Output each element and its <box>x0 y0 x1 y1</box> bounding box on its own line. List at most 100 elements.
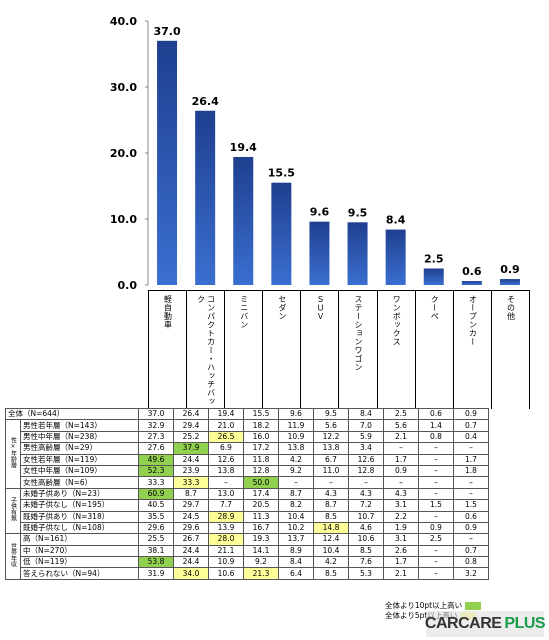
category-label: オープンカー <box>468 295 478 346</box>
table-cell: – <box>208 476 244 489</box>
table-cell: – <box>278 476 314 489</box>
table-cell: 10.4 <box>313 544 349 558</box>
table-cell: 24.4 <box>173 453 209 466</box>
row-label: 低（N=119） <box>20 556 139 569</box>
cross-tab-table: 全体（N=644） 37.0 26.4 19.4 15.5 9.6 9.5 8.4 2.5 0.6… <box>5 407 489 580</box>
table-cell: 29.6 <box>138 521 174 535</box>
table-cell: – <box>453 476 489 489</box>
table-cell: 21.1 <box>208 544 244 558</box>
row-label: 未婚子供あり（N=23） <box>20 487 139 501</box>
category-label: クーペ <box>430 295 440 321</box>
table-cell: 3.2 <box>453 567 489 580</box>
table-cell: 9.5 <box>313 407 349 421</box>
row-label: 女性若年層（N=119） <box>20 453 139 466</box>
table-cell: 8.4 <box>278 556 314 569</box>
bar-1 <box>195 110 216 285</box>
table-cell: 28.0 <box>208 533 244 546</box>
bar-0 <box>157 40 178 285</box>
table-row: 未婚子供なし（N=195） 40.5 29.7 7.7 20.5 8.2 8.7 7.2 3.1… <box>6 499 489 512</box>
bars-group: 37.0 26.4 19.4 15.5 9.6 9.5 8.4 2.5 0.6 0.9 <box>153 25 520 285</box>
bar-chart: 0.0 10.0 20.0 30.0 40.0 37.0 26.4 19.4 15.5 9.6 9… <box>110 15 520 290</box>
table-cell: 7.6 <box>348 556 384 569</box>
table-cell: 12.6 <box>208 453 244 466</box>
table-cell: 34.0 <box>173 567 209 580</box>
table-cell: 5.9 <box>348 430 384 444</box>
table-cell: 8.7 <box>173 487 209 501</box>
table-cell: 60.9 <box>138 487 174 501</box>
table-cell: 2.1 <box>383 567 419 580</box>
table-cell: 29.7 <box>173 499 209 512</box>
category-cell: ＳＵＶ <box>301 291 340 409</box>
category-cell: 軽自動車 <box>149 291 188 409</box>
bar-3 <box>271 182 292 285</box>
table-cell: 26.4 <box>173 407 209 421</box>
table-cell: 12.6 <box>348 453 384 466</box>
table-cell: 3.4 <box>348 442 384 455</box>
table-cell: – <box>453 533 489 546</box>
table-cell: 0.6 <box>418 407 454 421</box>
table-row: 子供有無 未婚子供あり（N=23） 60.9 8.7 13.0 17.4 8.7 4.3 4.3… <box>5 487 489 535</box>
table-cell: – <box>453 487 489 501</box>
table-cell: 28.9 <box>208 510 244 523</box>
table-cell: 13.7 <box>278 533 314 546</box>
category-cell: セダン <box>263 291 302 409</box>
bar-2 <box>233 156 254 285</box>
table-cell: 19.3 <box>243 533 279 546</box>
bar-value-label: 8.4 <box>386 214 406 227</box>
table-cell: 23.9 <box>173 464 209 478</box>
legend-item-10pt: 全体より10pt以上高い <box>385 601 482 611</box>
table-cell: 12.8 <box>348 464 384 478</box>
table-cell: 16.7 <box>243 521 279 535</box>
row-label: 男性高齢層（N=29） <box>20 442 139 455</box>
table-cell: – <box>418 567 454 580</box>
category-label: セダン <box>277 295 287 321</box>
table-cell: 3.1 <box>383 499 419 512</box>
table-cell: 8.5 <box>348 544 384 558</box>
table-cell: 21.3 <box>243 567 279 580</box>
bar-value-label: 37.0 <box>153 25 180 38</box>
y-tick-label: 0.0 <box>118 279 138 290</box>
table-cell: 10.7 <box>348 510 384 523</box>
table-cell: 29.6 <box>173 521 209 535</box>
table-cell: 14.8 <box>313 521 349 535</box>
table-cell: 26.5 <box>208 430 244 444</box>
row-label: 男性中年層（N=238） <box>20 430 139 444</box>
table-cell: 0.8 <box>453 556 489 569</box>
legend-swatch-green <box>465 602 482 610</box>
table-cell: 8.5 <box>313 567 349 580</box>
table-cell: – <box>418 464 454 478</box>
table-cell: 31.9 <box>138 567 174 580</box>
table-cell: 13.0 <box>208 487 244 501</box>
table-cell: 14.1 <box>243 544 279 558</box>
table-cell: 18.2 <box>243 419 279 432</box>
table-cell: 4.6 <box>348 521 384 535</box>
table-cell: 15.5 <box>243 407 279 421</box>
category-label: ステーションワゴン <box>354 295 364 372</box>
table-cell: 35.5 <box>138 510 174 523</box>
table-cell: 49.6 <box>138 453 174 466</box>
table-cell: 9.6 <box>278 407 314 421</box>
table-cell: 13.8 <box>313 442 349 455</box>
table-cell: 26.7 <box>173 533 209 546</box>
table-cell: 10.9 <box>278 430 314 444</box>
table-cell: 19.4 <box>208 407 244 421</box>
logo-text-plus: PLUS <box>504 615 546 632</box>
row-label: 女性高齢層（N=6） <box>20 476 139 489</box>
table-cell: 29.4 <box>173 419 209 432</box>
table-cell: 8.7 <box>313 499 349 512</box>
table-cell: 13.8 <box>208 464 244 478</box>
table-cell: 37.0 <box>138 407 174 421</box>
table-cell: 2.2 <box>383 510 419 523</box>
table-cell: 11.8 <box>243 453 279 466</box>
table-cell: 17.2 <box>243 442 279 455</box>
table-cell: 0.9 <box>418 521 454 535</box>
table-cell: 0.9 <box>453 407 489 421</box>
bar-6 <box>385 229 406 285</box>
row-label: 中（N=270） <box>20 544 139 558</box>
table-cell: 6.4 <box>278 567 314 580</box>
table-cell: – <box>453 442 489 455</box>
table-cell: 10.4 <box>278 510 314 523</box>
table-cell: 7.0 <box>348 419 384 432</box>
table-cell: 0.8 <box>418 430 454 444</box>
table-row: 男性高齢層（N=29） 27.6 37.9 6.9 17.2 13.8 13.8 3.4– – – <box>6 442 489 455</box>
